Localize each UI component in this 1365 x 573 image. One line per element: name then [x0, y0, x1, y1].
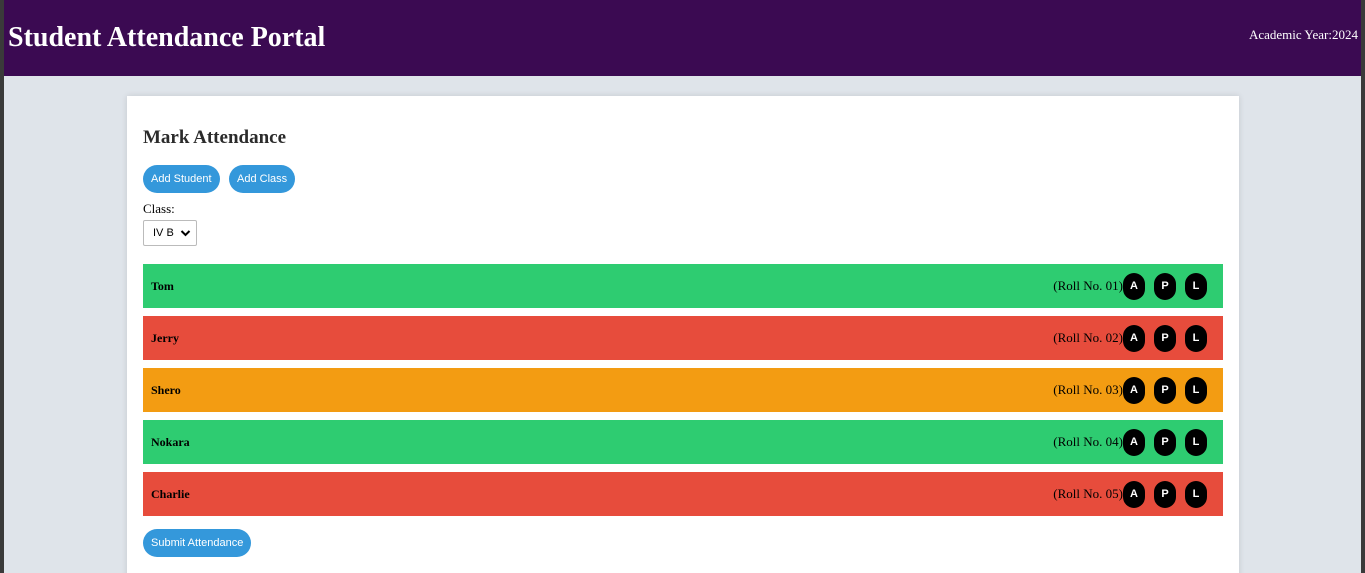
- chevron-down-icon: [180, 227, 191, 242]
- section-heading: Mark Attendance: [143, 127, 287, 148]
- roll-number: (Roll No. 02): [1053, 330, 1123, 345]
- student-name: Tom: [151, 278, 174, 293]
- roll-number: (Roll No. 05): [1053, 486, 1123, 501]
- mark-l-button[interactable]: L: [1185, 272, 1207, 300]
- student-name: Jerry: [151, 330, 179, 345]
- submit-attendance-button[interactable]: Submit Attendance: [143, 529, 252, 557]
- student-row: Shero (Roll No. 03) A P L: [143, 368, 1223, 412]
- class-select[interactable]: IV B: [143, 220, 197, 246]
- mark-l-button[interactable]: L: [1185, 428, 1207, 456]
- mark-p-button[interactable]: P: [1154, 272, 1176, 300]
- page-title: Student Attendance Portal: [8, 22, 326, 53]
- attendance-card: Mark Attendance Add Student Add Class Cl…: [127, 96, 1239, 573]
- academic-year: Academic Year:2024: [1248, 27, 1358, 42]
- student-name: Nokara: [151, 434, 190, 449]
- mark-a-button[interactable]: A: [1123, 376, 1145, 404]
- student-list: Tom (Roll No. 01) A P L Jerry (Roll No. 02) A P L…: [143, 264, 1223, 524]
- add-student-button[interactable]: Add Student: [143, 165, 220, 193]
- student-row: Jerry (Roll No. 02) A P L: [143, 316, 1223, 360]
- mark-l-button[interactable]: L: [1185, 324, 1207, 352]
- roll-number: (Roll No. 03): [1053, 382, 1123, 397]
- mark-a-button[interactable]: A: [1123, 324, 1145, 352]
- mark-p-button[interactable]: P: [1154, 428, 1176, 456]
- mark-p-button[interactable]: P: [1154, 324, 1176, 352]
- student-row: Nokara (Roll No. 04) A P L: [143, 420, 1223, 464]
- viewport: Student Attendance Portal Academic Year:…: [4, 0, 1361, 573]
- student-name: Shero: [151, 382, 181, 397]
- roll-number: (Roll No. 04): [1053, 434, 1123, 449]
- mark-a-button[interactable]: A: [1123, 428, 1145, 456]
- header: Student Attendance Portal Academic Year:…: [4, 0, 1361, 76]
- student-row: Tom (Roll No. 01) A P L: [143, 264, 1223, 308]
- student-name: Charlie: [151, 486, 190, 501]
- mark-a-button[interactable]: A: [1123, 480, 1145, 508]
- class-label: Class:: [143, 201, 175, 216]
- mark-p-button[interactable]: P: [1154, 480, 1176, 508]
- mark-l-button[interactable]: L: [1185, 376, 1207, 404]
- mark-p-button[interactable]: P: [1154, 376, 1176, 404]
- mark-a-button[interactable]: A: [1123, 272, 1145, 300]
- class-select-value: IV B: [153, 227, 174, 239]
- student-row: Charlie (Roll No. 05) A P L: [143, 472, 1223, 516]
- roll-number: (Roll No. 01): [1053, 278, 1123, 293]
- add-class-button[interactable]: Add Class: [229, 165, 296, 193]
- mark-l-button[interactable]: L: [1185, 480, 1207, 508]
